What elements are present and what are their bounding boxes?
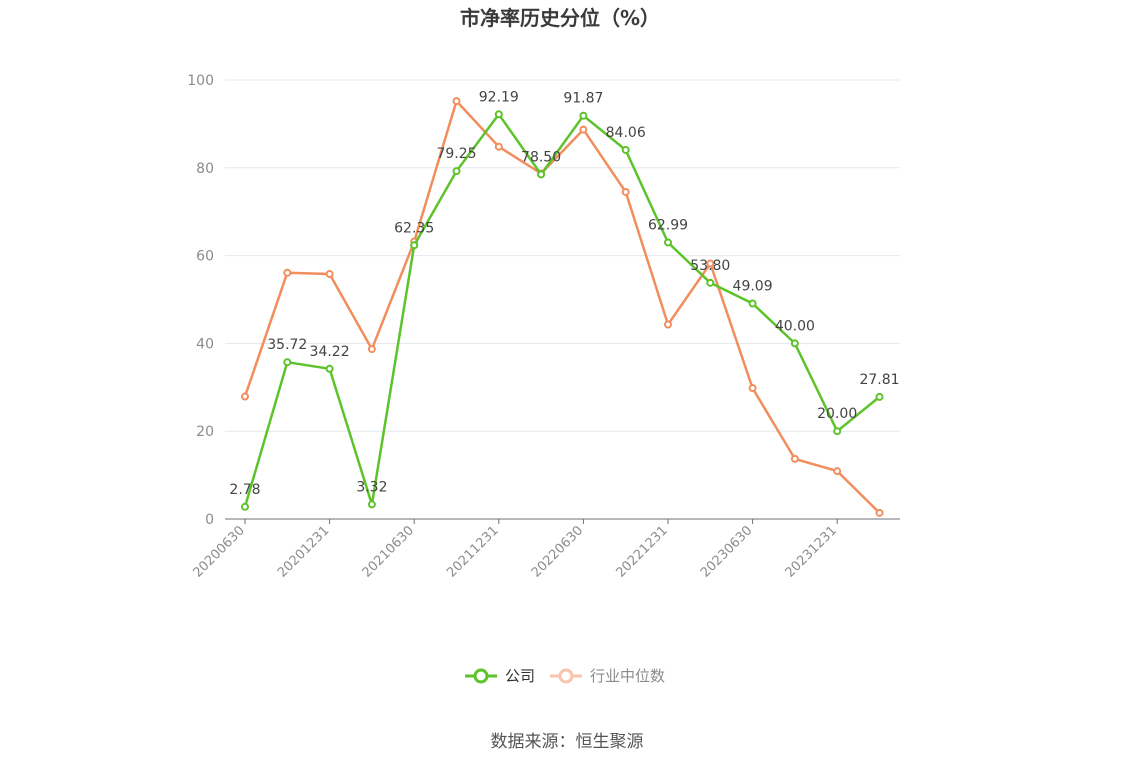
y-axis: 0 20 40 60 80 100 — [187, 73, 214, 528]
grid — [225, 79, 900, 432]
data-label: 49.09 — [733, 278, 773, 294]
y-tick-label: 60 — [196, 249, 214, 265]
data-point[interactable] — [367, 500, 376, 509]
data-point[interactable] — [241, 502, 249, 511]
data-labels: 2.78 35.72 34.22 3.32 62.35 79.25 92.19 78.50 91… — [229, 89, 899, 498]
source-note: 数据来源：恒生聚源 — [491, 732, 644, 752]
data-label: 53.80 — [690, 258, 730, 274]
y-tick-label: 100 — [187, 73, 214, 89]
data-point[interactable] — [410, 241, 419, 250]
data-point[interactable] — [790, 454, 799, 463]
legend[interactable]: 公司 行业中位数 — [465, 667, 665, 685]
data-point[interactable] — [748, 299, 757, 308]
data-point[interactable] — [494, 110, 503, 119]
data-label: 78.50 — [521, 149, 561, 165]
x-tick-label: 20211231 — [444, 523, 501, 580]
data-point[interactable] — [664, 238, 672, 247]
legend-item-1[interactable]: 行业中位数 — [550, 667, 665, 685]
data-point[interactable] — [325, 270, 334, 279]
legend-label: 行业中位数 — [590, 667, 665, 685]
data-label: 27.81 — [859, 372, 899, 388]
data-label: 40.00 — [775, 318, 815, 334]
data-point[interactable] — [621, 187, 630, 196]
series-line-0 — [243, 113, 881, 508]
y-tick-label: 80 — [196, 161, 214, 177]
data-label: 62.35 — [394, 220, 434, 236]
data-point[interactable] — [706, 259, 715, 268]
data-label: 91.87 — [563, 91, 603, 107]
legend-label: 公司 — [505, 667, 535, 685]
data-point[interactable] — [664, 320, 672, 329]
x-tick-label: 20220630 — [529, 523, 586, 580]
data-point[interactable] — [325, 364, 334, 373]
legend-marker — [473, 668, 489, 684]
data-point[interactable] — [452, 167, 461, 176]
data-point[interactable] — [748, 384, 757, 393]
data-point[interactable] — [875, 508, 884, 517]
data-label: 20.00 — [817, 406, 857, 422]
data-point[interactable] — [833, 467, 842, 476]
x-axis: 20200630 20201231 20210630 20211231 20220630… — [190, 518, 900, 581]
data-label: 35.72 — [267, 337, 307, 353]
y-tick-label: 20 — [196, 424, 214, 440]
y-tick-label: 0 — [205, 512, 214, 528]
x-tick-label: 20210630 — [360, 523, 417, 580]
data-label: 62.99 — [648, 217, 688, 233]
y-tick-label: 40 — [196, 336, 214, 352]
data-point[interactable] — [452, 97, 461, 106]
x-tick-label: 20231231 — [783, 523, 840, 580]
chart-title: 市净率历史分位（%） — [460, 6, 660, 30]
data-point[interactable] — [494, 142, 503, 151]
data-label: 3.32 — [356, 479, 387, 495]
legend-item-0[interactable]: 公司 — [465, 667, 535, 685]
data-point[interactable] — [283, 268, 292, 277]
data-label: 84.06 — [606, 125, 646, 141]
data-point[interactable] — [283, 358, 292, 367]
series-layer — [241, 97, 884, 517]
series-line-1 — [243, 99, 881, 514]
x-tick-label: 20201231 — [275, 523, 332, 580]
data-point[interactable] — [621, 145, 630, 154]
data-label: 79.25 — [436, 146, 476, 162]
x-tick-label: 20200630 — [190, 523, 247, 580]
data-point[interactable] — [579, 125, 588, 134]
data-point[interactable] — [833, 427, 842, 436]
data-point[interactable] — [790, 339, 799, 348]
data-label: 34.22 — [310, 344, 350, 360]
data-point[interactable] — [706, 278, 715, 287]
data-point[interactable] — [537, 170, 546, 179]
data-point[interactable] — [875, 392, 884, 401]
data-point[interactable] — [367, 345, 376, 354]
data-point[interactable] — [579, 111, 588, 120]
data-label: 92.19 — [479, 89, 519, 105]
data-point[interactable] — [241, 392, 249, 401]
x-tick-label: 20221231 — [613, 523, 670, 580]
data-label: 2.78 — [229, 482, 260, 498]
legend-marker — [558, 668, 574, 684]
x-tick-label: 20230630 — [698, 523, 755, 580]
